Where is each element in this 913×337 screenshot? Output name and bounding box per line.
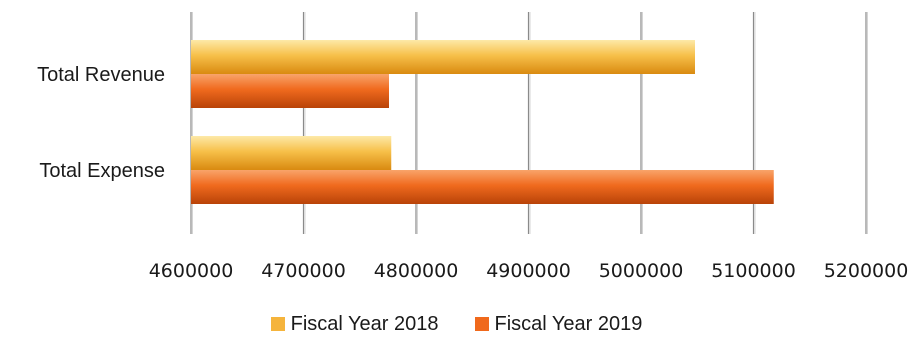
- category-label-0: Total Revenue: [37, 64, 165, 86]
- category-label-1: Total Expense: [39, 160, 165, 182]
- category-labels: Total Revenue Total Expense: [37, 64, 165, 182]
- bar-chart: Total Revenue Total Expense 4600000 470000…: [37, 12, 909, 282]
- bar-total-revenue-series-0: [191, 40, 695, 74]
- bar-total-revenue-series-1: [191, 74, 389, 108]
- legend-item-2019: Fiscal Year 2019: [474, 312, 643, 336]
- bars: [191, 40, 774, 204]
- x-tick-label-4: 5000000: [599, 260, 684, 282]
- x-tick-label-2: 4800000: [374, 260, 459, 282]
- x-tick-label-0: 4600000: [149, 260, 234, 282]
- legend-swatch-2019: [474, 317, 489, 331]
- bar-total-expense-series-0: [191, 136, 392, 170]
- legend: Fiscal Year 2018 Fiscal Year 2019: [0, 312, 913, 336]
- legend-item-2018: Fiscal Year 2018: [270, 312, 439, 336]
- x-tick-label-6: 5200000: [824, 260, 909, 282]
- x-axis-tick-labels: 4600000 4700000 4800000 4900000 5000000 51000…: [149, 260, 909, 282]
- legend-label-2018: Fiscal Year 2018: [290, 312, 439, 335]
- x-tick-label-5: 5100000: [711, 260, 796, 282]
- legend-label-2019: Fiscal Year 2019: [494, 312, 643, 335]
- bar-total-expense-series-1: [191, 170, 774, 204]
- x-tick-label-1: 4700000: [261, 260, 346, 282]
- legend-swatch-2018: [270, 317, 285, 331]
- x-tick-label-3: 4900000: [486, 260, 571, 282]
